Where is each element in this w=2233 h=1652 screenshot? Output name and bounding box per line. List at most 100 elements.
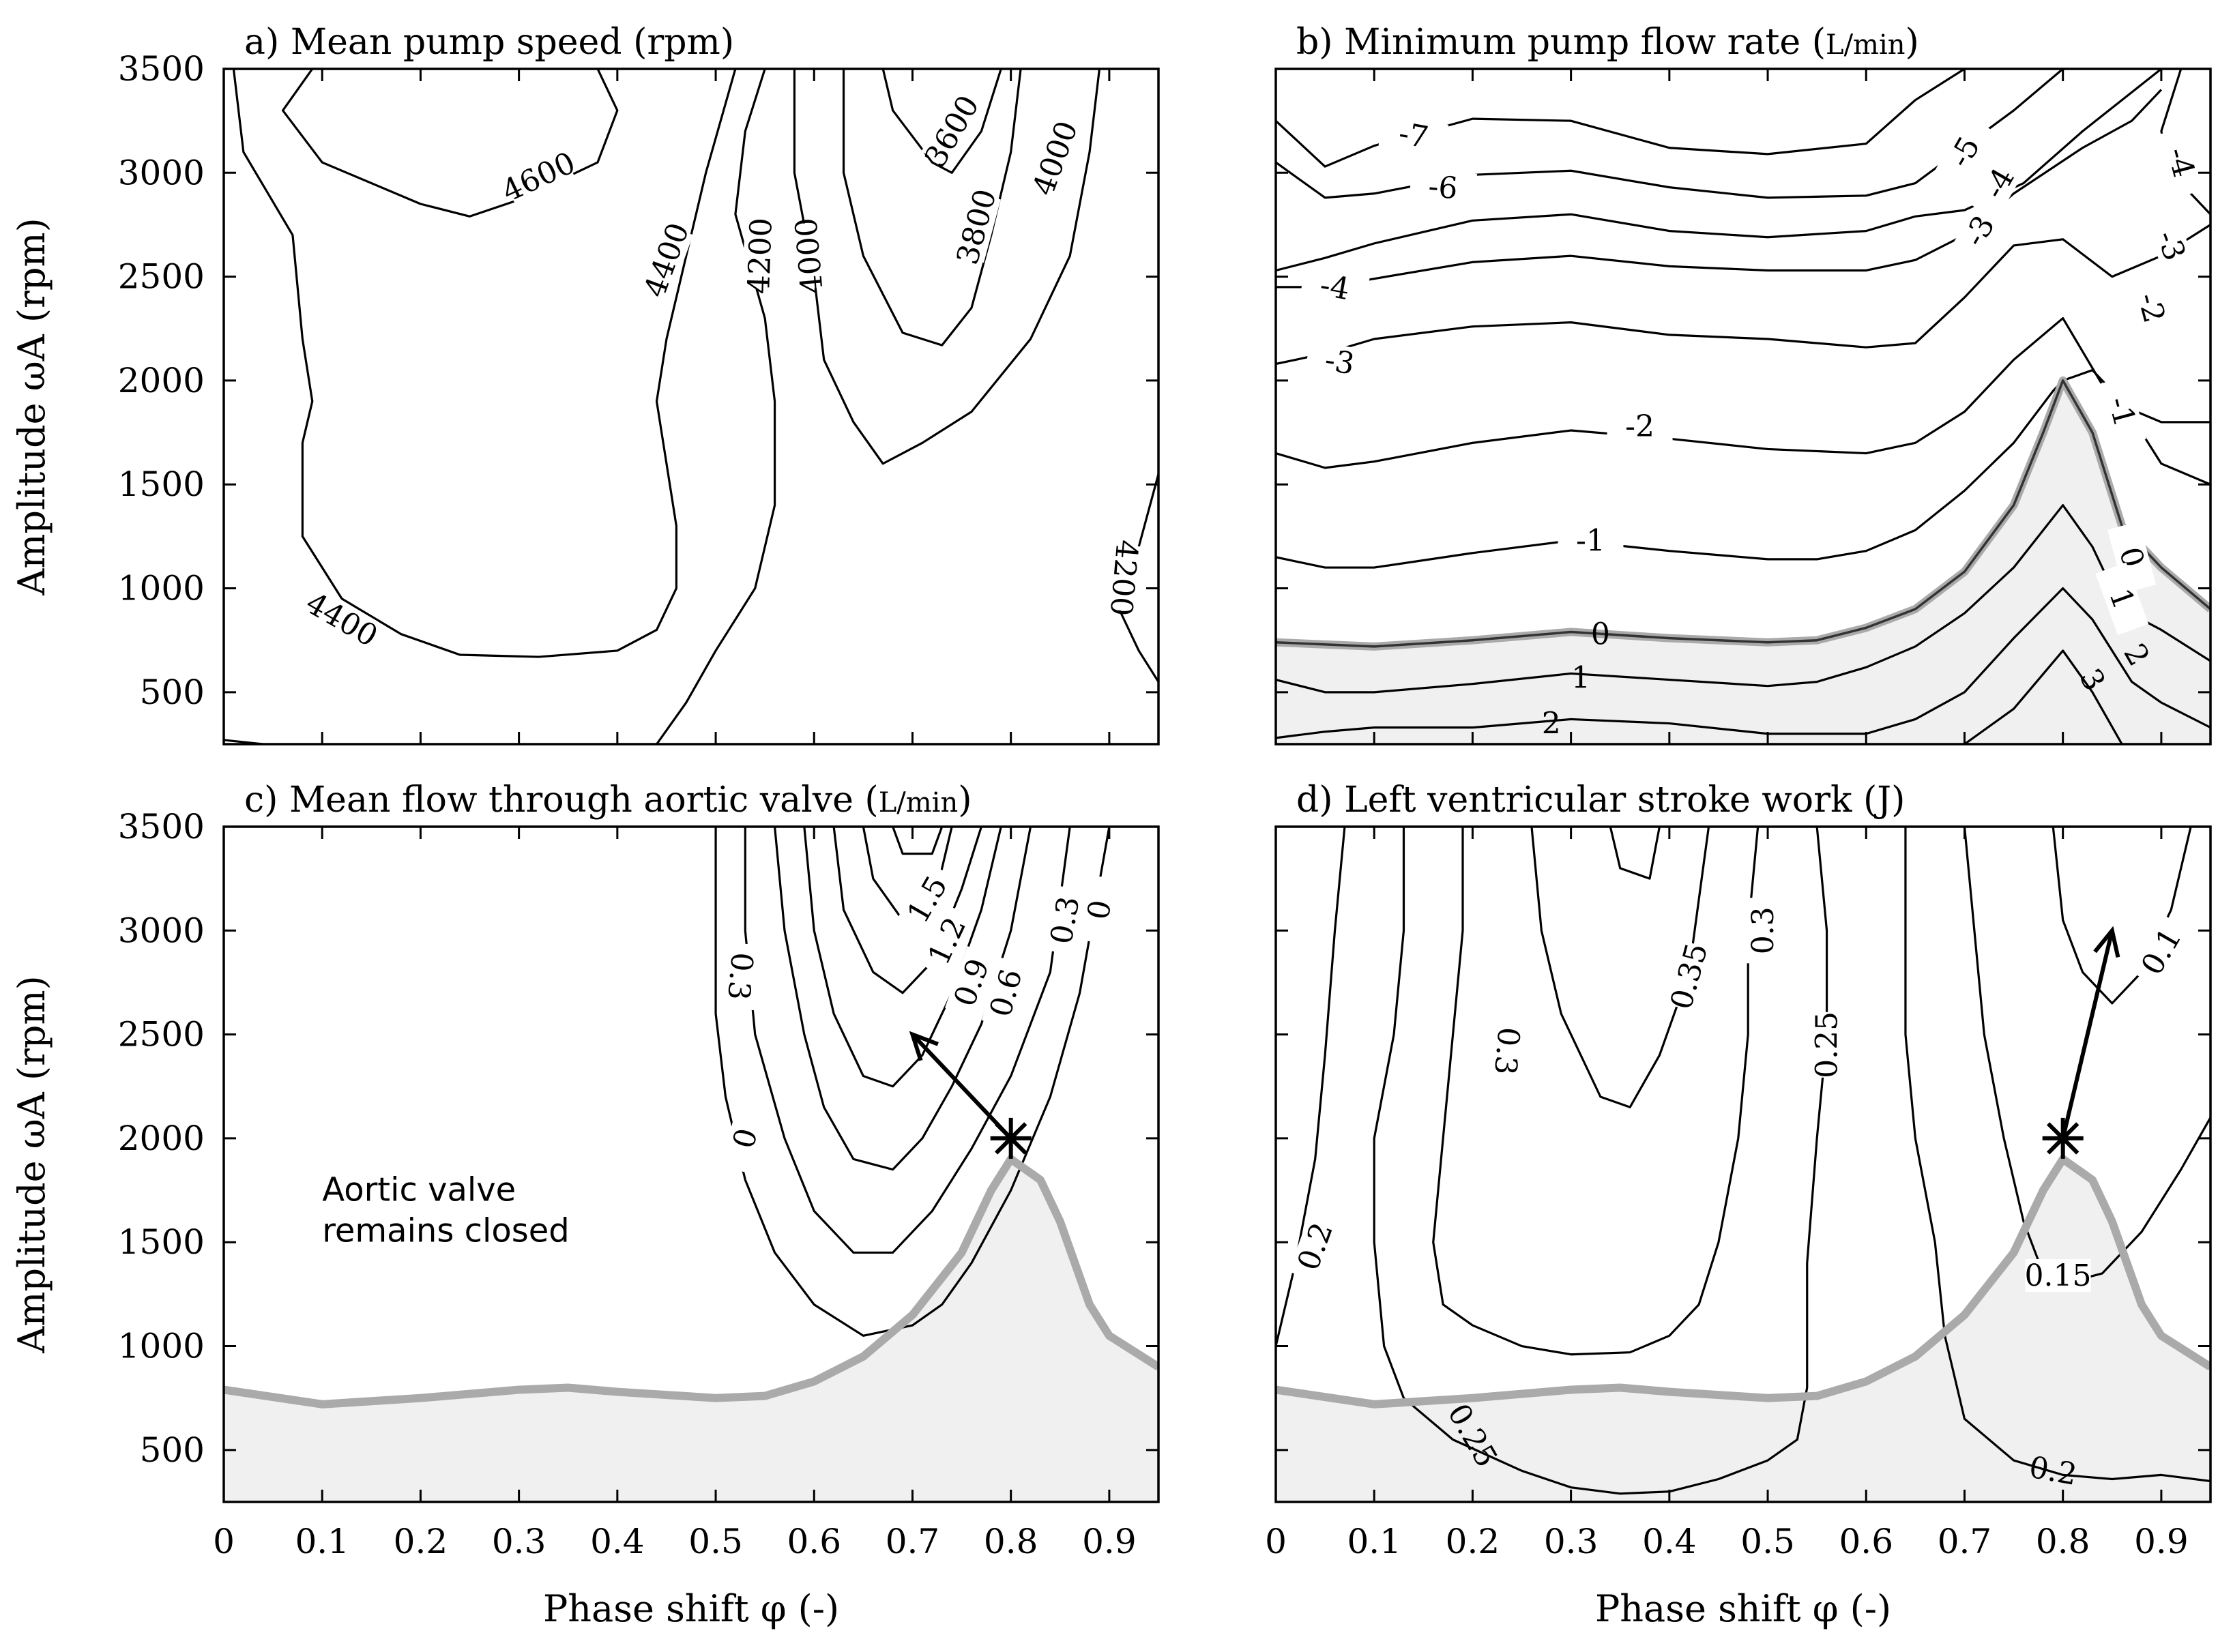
plot-area: 000.30.30.60.91.21.5: [224, 827, 1158, 1502]
contour-line-0.3: [744, 827, 1071, 1254]
contour-label-bg: [639, 223, 693, 297]
contour-label-bg: [2097, 376, 2146, 448]
contour-line--4: [1276, 89, 2163, 289]
panel-title: b) Minimum pump flow rate (L/min): [1296, 22, 1919, 63]
y-tick-label: 2500: [118, 257, 205, 297]
contour-label-bg: [1665, 940, 1714, 1012]
contour-label-bg: [1288, 1210, 1342, 1283]
y-tick-label: 2500: [118, 1015, 205, 1054]
contour-label-bg: [2144, 209, 2198, 282]
y-tick-label: 2000: [118, 361, 205, 400]
shaded-region: [224, 1159, 1158, 1502]
zero-contour-line: [1276, 379, 2210, 648]
contour-label-bg: [1933, 115, 1996, 189]
contour-label: 0.2: [2026, 1450, 2079, 1492]
plot-frame: [222, 68, 1160, 746]
panel-a: 4600 4400 4400 4200 4200 4000 4000 3800 3600 500 1…: [10, 22, 1160, 746]
shaded-region: [1276, 380, 2210, 744]
contour-label: 0.3: [1746, 906, 1781, 954]
gradient-arrow: [2060, 926, 2120, 1139]
y-tick-label: 2000: [118, 1119, 205, 1158]
valve-opening-boundary: [1276, 1155, 2210, 1408]
contour-line-0.2-right: [1904, 827, 2210, 1483]
plot-area: 4600 4400 4400 4200 4200 4000 4000 3800 3600: [224, 69, 1158, 744]
x-tick-label: 0.6: [787, 1522, 841, 1561]
contour-label: -4: [1317, 268, 1352, 308]
contour-label: 4000: [1026, 117, 1085, 201]
contour-line-4400: [232, 69, 737, 658]
contour-line-1.8: [892, 827, 944, 855]
contour-label: 0.15: [2024, 1258, 2091, 1293]
panel-title-close: ): [958, 780, 972, 821]
contour-label-bg: [742, 222, 778, 289]
x-tick-label: 0: [213, 1522, 235, 1561]
x-tick-label: 0: [1265, 1522, 1287, 1561]
x-tick-label: 0.3: [1544, 1522, 1599, 1561]
contour-label-bg: [1304, 340, 1375, 384]
contour-label-bg: [305, 589, 379, 651]
panel-title: d) Left ventricular stroke work (J): [1296, 780, 1905, 821]
contour-label-bg: [1105, 544, 1143, 613]
panel-title-close: ): [1906, 22, 1919, 63]
contour-label-bg: [1558, 524, 1624, 557]
x-tick-label: 0.6: [1839, 1522, 1893, 1561]
contour-label: 4000: [789, 216, 830, 295]
x-tick-label: 0.8: [2036, 1522, 2090, 1561]
contour-label: 0.3: [1044, 894, 1086, 947]
panel-d: 0.20.250.250.30.30.350.20.150.10 0.1 0.2 0.…: [1265, 780, 2212, 1630]
shaded-region: [1276, 1159, 2210, 1502]
contour-label: 3800: [950, 186, 1004, 268]
contour-label-bg: [1409, 168, 1478, 207]
x-tick-label: 0.7: [886, 1522, 940, 1561]
y-tick-label: 1000: [118, 1327, 205, 1366]
plot-frame: [1274, 825, 2212, 1503]
contour-label-bg: [1378, 113, 1449, 158]
x-tick-label: 0.2: [1446, 1522, 1500, 1561]
contour-label: 2: [1542, 707, 1561, 741]
contour-label-bg: [981, 957, 1031, 1029]
contour-label-bg: [896, 863, 958, 936]
x-axis-title: Phase shift φ (-): [1595, 1587, 1891, 1630]
gradient-arrow: [909, 1031, 1012, 1140]
x-tick-label: 0.5: [1740, 1522, 1795, 1561]
plot-frame: [222, 825, 1160, 1503]
contour-label-bg: [1043, 885, 1087, 956]
y-tick-label: 500: [140, 1430, 205, 1470]
contour-label-bg: [1949, 194, 2010, 268]
contour-label: -7: [1396, 116, 1431, 156]
x-tick-label: 0.3: [492, 1522, 546, 1561]
x-tick-label: 0.7: [1938, 1522, 1992, 1561]
contour-line-0.4: [1609, 827, 1661, 880]
contour-line-0.3: [1432, 827, 1760, 1356]
contour-line-1: [1276, 504, 2210, 694]
contour-line-4600: [281, 69, 619, 218]
contour-label: 0.3: [720, 951, 759, 1001]
contour-line-3800: [842, 69, 1022, 346]
y-tick-label: 3000: [118, 153, 205, 192]
contour-label: 0: [1591, 617, 1610, 652]
contour-line--7: [1276, 69, 1966, 168]
contour-label: 3600: [918, 89, 987, 173]
y-tick-label: 3000: [118, 911, 205, 950]
contour-label: 4400: [637, 218, 696, 302]
annotation-text: remains closed: [322, 1211, 570, 1250]
y-tick-label: 3500: [118, 49, 205, 89]
contour-label-bg: [2095, 562, 2149, 636]
contour-line-2: [1276, 587, 2210, 739]
contour-label: 4200: [1103, 538, 1145, 617]
panel-title-unit: L/min: [1826, 29, 1906, 61]
y-tick-label: 3500: [118, 807, 205, 846]
contour-label-bg: [2157, 126, 2206, 198]
contour-line-0.2-left: [1276, 827, 1346, 1346]
x-tick-label: 0.4: [1642, 1522, 1697, 1561]
x-tick-label: 0.4: [590, 1522, 645, 1561]
contour-label: 4200: [742, 217, 779, 295]
contour-line-0.9: [803, 827, 1002, 1088]
panel-title: c) Mean flow through aortic valve (L/min…: [244, 780, 972, 821]
contour-line-3: [1964, 649, 2123, 744]
plot-frame: [1274, 68, 2212, 746]
contour-line-0-outer: [714, 827, 1111, 1337]
contour-line--1: [1276, 369, 2210, 569]
